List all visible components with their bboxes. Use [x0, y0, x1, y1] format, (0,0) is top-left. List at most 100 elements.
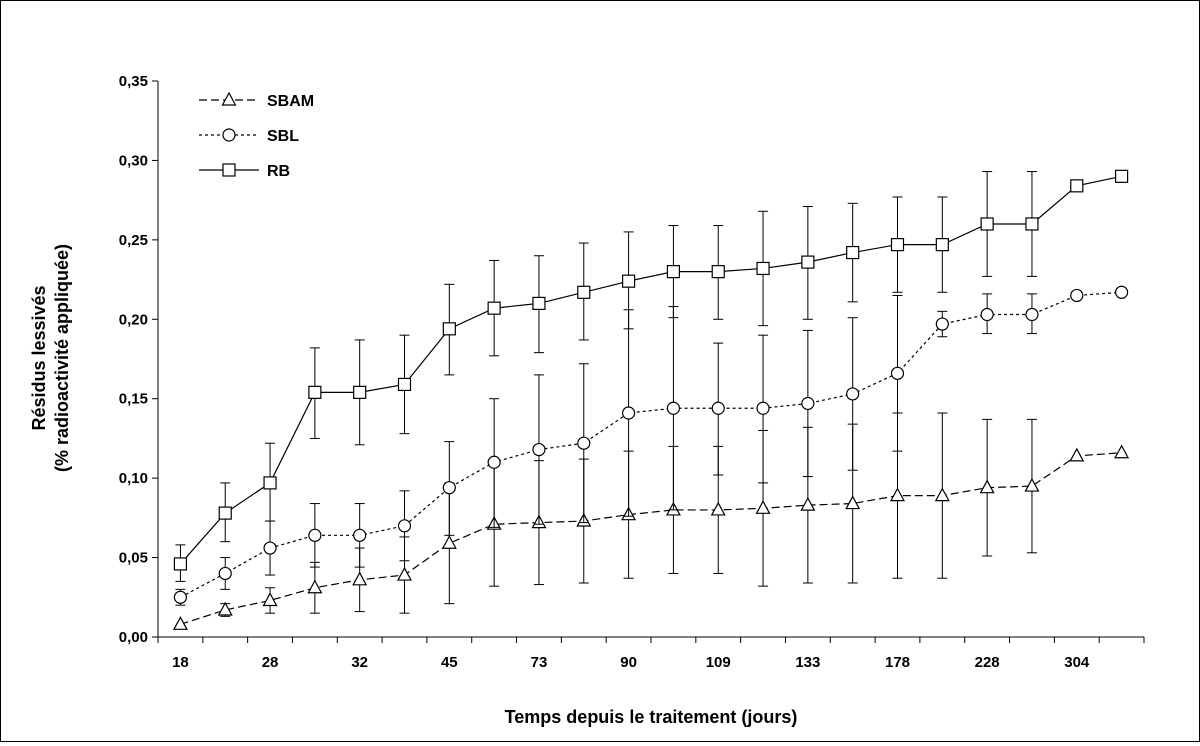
- data-point: [800, 496, 816, 511]
- data-point: [1114, 285, 1129, 299]
- data-point: [890, 238, 905, 252]
- data-point: [172, 616, 188, 630]
- data-point: [442, 481, 456, 495]
- x-tick-label: 32: [351, 654, 368, 671]
- x-tick-label: 73: [531, 654, 548, 671]
- y-tick-label: 0,25: [119, 232, 148, 249]
- data-point: [979, 479, 995, 494]
- data-point: [532, 442, 546, 457]
- data-point: [396, 566, 413, 581]
- data-point: [846, 245, 860, 260]
- data-point: [263, 476, 277, 490]
- y-axis-title-line2: (% radioactivité appliquée): [52, 244, 72, 472]
- x-tick-label: 18: [172, 654, 189, 671]
- data-point: [1025, 217, 1039, 231]
- data-point: [173, 557, 188, 571]
- series-sbam: [172, 412, 1130, 630]
- y-tick-label: 0,10: [119, 470, 148, 487]
- data-point: [756, 261, 770, 276]
- data-point: [1069, 447, 1085, 462]
- error-bars-rb: [175, 171, 1037, 582]
- y-tick-label: 0,30: [119, 152, 148, 169]
- y-tick-label: 0,20: [119, 311, 148, 328]
- y-tick-label: 0,15: [119, 391, 148, 408]
- y-tick-label: 0,05: [119, 550, 148, 567]
- data-point: [442, 322, 456, 336]
- x-axis-title: Temps depuis le traitement (jours): [505, 707, 798, 727]
- series-line-sbam: [180, 452, 1122, 625]
- axes: [157, 81, 1144, 638]
- data-point: [217, 601, 233, 616]
- data-point: [846, 387, 860, 401]
- data-point: [666, 265, 681, 279]
- legend-marker-sbam: [221, 91, 237, 106]
- data-point: [801, 255, 815, 269]
- data-point: [1114, 169, 1129, 183]
- data-point: [487, 455, 501, 469]
- error-bars-sbl: [175, 293, 1037, 606]
- data-point: [710, 501, 726, 516]
- data-point: [935, 238, 949, 252]
- data-point: [1070, 179, 1084, 193]
- data-point: [307, 579, 323, 594]
- data-point: [487, 301, 501, 315]
- x-tick-label: 109: [706, 654, 731, 671]
- legend-label-rb: RB: [267, 163, 290, 180]
- data-point: [173, 590, 188, 604]
- data-point: [308, 528, 322, 542]
- data-point: [1025, 307, 1039, 322]
- data-point: [352, 571, 368, 586]
- data-point: [801, 396, 815, 411]
- series-line-rb: [179, 175, 1122, 565]
- legend-marker-sbl: [222, 128, 236, 142]
- x-tick-label: 178: [885, 654, 910, 671]
- x-tick-label: 90: [620, 654, 637, 671]
- data-point: [441, 535, 457, 549]
- legend-label-sbl: SBL: [267, 128, 299, 145]
- data-point: [934, 487, 950, 502]
- data-point: [308, 385, 322, 399]
- data-point: [353, 385, 367, 399]
- data-point: [711, 401, 725, 415]
- data-point: [263, 541, 277, 555]
- series-rb: [173, 169, 1129, 582]
- data-point: [532, 296, 546, 310]
- data-point: [577, 436, 591, 450]
- legend-marker-rb: [222, 163, 236, 177]
- data-point: [397, 377, 412, 392]
- data-point: [577, 285, 591, 299]
- y-tick-label: 0,00: [119, 629, 148, 646]
- x-tick-label: 28: [262, 654, 279, 671]
- data-point: [621, 274, 636, 288]
- data-point: [218, 566, 232, 581]
- series-line-sbl: [180, 291, 1122, 598]
- x-tick-label: 304: [1064, 654, 1090, 671]
- data-point: [980, 217, 994, 231]
- legend: SBAM SBL RB: [199, 91, 314, 180]
- data-point: [621, 406, 636, 420]
- legend-label-sbam: SBAM: [267, 93, 314, 110]
- data-point: [218, 506, 232, 520]
- y-axis-ticks: 0,00 0,05 0,10 0,15 0,20 0,25 0,30 0,35: [119, 73, 158, 646]
- data-point: [1114, 444, 1130, 459]
- x-tick-label: 228: [975, 654, 1000, 671]
- data-point: [889, 487, 906, 502]
- data-point: [845, 495, 861, 510]
- data-point: [1024, 477, 1040, 492]
- data-point: [755, 500, 771, 514]
- data-point: [756, 401, 770, 415]
- y-tick-label: 0,35: [119, 73, 148, 90]
- x-tick-label: 45: [441, 654, 458, 671]
- data-point: [935, 317, 949, 331]
- data-point: [890, 366, 905, 380]
- data-point: [262, 592, 278, 607]
- y-axis-title-line1: Résidus lessivés: [29, 285, 49, 430]
- data-point: [980, 307, 994, 322]
- series-sbl: [173, 285, 1129, 606]
- data-point: [711, 265, 725, 279]
- data-point: [397, 519, 412, 533]
- x-tick-label: 133: [795, 654, 820, 671]
- data-point: [666, 401, 681, 415]
- data-point: [353, 528, 367, 542]
